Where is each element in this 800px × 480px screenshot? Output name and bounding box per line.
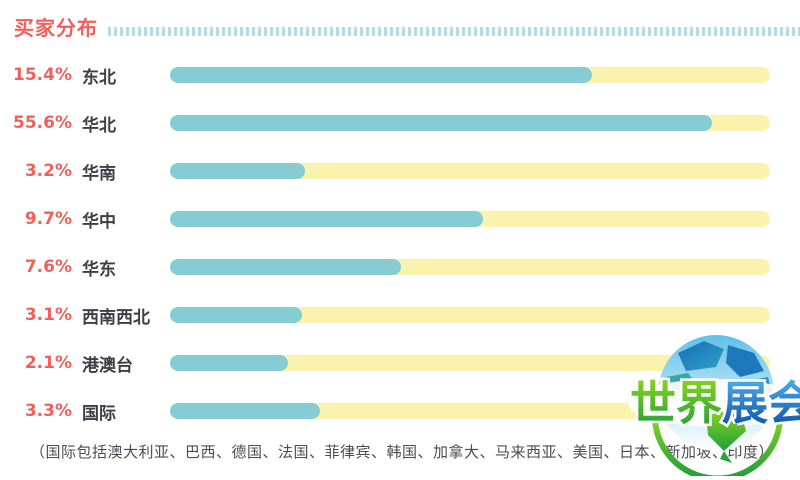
chart-row: 3.2% 华南 xyxy=(0,147,800,195)
bar-fill xyxy=(170,67,592,83)
bar-track xyxy=(170,67,770,83)
bar-fill xyxy=(170,403,320,419)
bar-category-label: 华北 xyxy=(82,115,116,136)
bar-fill xyxy=(170,163,305,179)
bar-track xyxy=(170,115,770,131)
bar-category-label: 国际 xyxy=(82,403,116,424)
chart-row: 3.1% 西南西北 xyxy=(0,291,800,339)
bar-fill xyxy=(170,115,713,131)
dashed-divider xyxy=(108,26,800,36)
chart-row: 55.6% 华北 xyxy=(0,99,800,147)
bar-fill xyxy=(170,355,289,371)
bar-fill xyxy=(170,259,401,275)
bar-category-label: 西南西北 xyxy=(82,307,150,328)
chart-header: 买家分布 xyxy=(0,0,800,40)
bar-track xyxy=(170,307,770,323)
bar-category-label: 东北 xyxy=(82,67,116,88)
bar-track xyxy=(170,403,770,419)
bar-category-label: 华东 xyxy=(82,259,116,280)
bar-category-label: 港澳台 xyxy=(82,355,133,376)
bar-value-label: 3.3% xyxy=(24,401,72,421)
chart-row: 3.3% 国际 xyxy=(0,387,800,435)
chart-title: 买家分布 xyxy=(14,15,98,40)
bar-category-label: 华南 xyxy=(82,163,116,184)
bar-value-label: 9.7% xyxy=(24,209,72,229)
bar-value-label: 15.4% xyxy=(13,65,72,85)
bar-category-label: 华中 xyxy=(82,211,116,232)
bar-track xyxy=(170,259,770,275)
bar-track xyxy=(170,355,770,371)
bar-fill xyxy=(170,307,302,323)
chart-row: 9.7% 华中 xyxy=(0,195,800,243)
bar-fill xyxy=(170,211,484,227)
chart-row: 7.6% 华东 xyxy=(0,243,800,291)
bar-value-label: 2.1% xyxy=(24,353,72,373)
bar-value-label: 7.6% xyxy=(24,257,72,277)
footnote-text: （国际包括澳大利亚、巴西、德国、法国、菲律宾、韩国、加拿大、马来西亚、美国、日本… xyxy=(30,443,775,461)
bar-value-label: 3.2% xyxy=(24,161,72,181)
bar-track xyxy=(170,163,770,179)
chart-row: 15.4% 东北 xyxy=(0,51,800,99)
bar-value-label: 55.6% xyxy=(13,113,72,133)
bar-rows: 15.4% 东北 55.6% 华北 3.2% 华南 9.7% 华中 7.6% 华东 3.1% 西南西北… xyxy=(0,51,800,435)
chart-row: 2.1% 港澳台 xyxy=(0,339,800,387)
bar-track xyxy=(170,211,770,227)
bar-value-label: 3.1% xyxy=(24,305,72,325)
